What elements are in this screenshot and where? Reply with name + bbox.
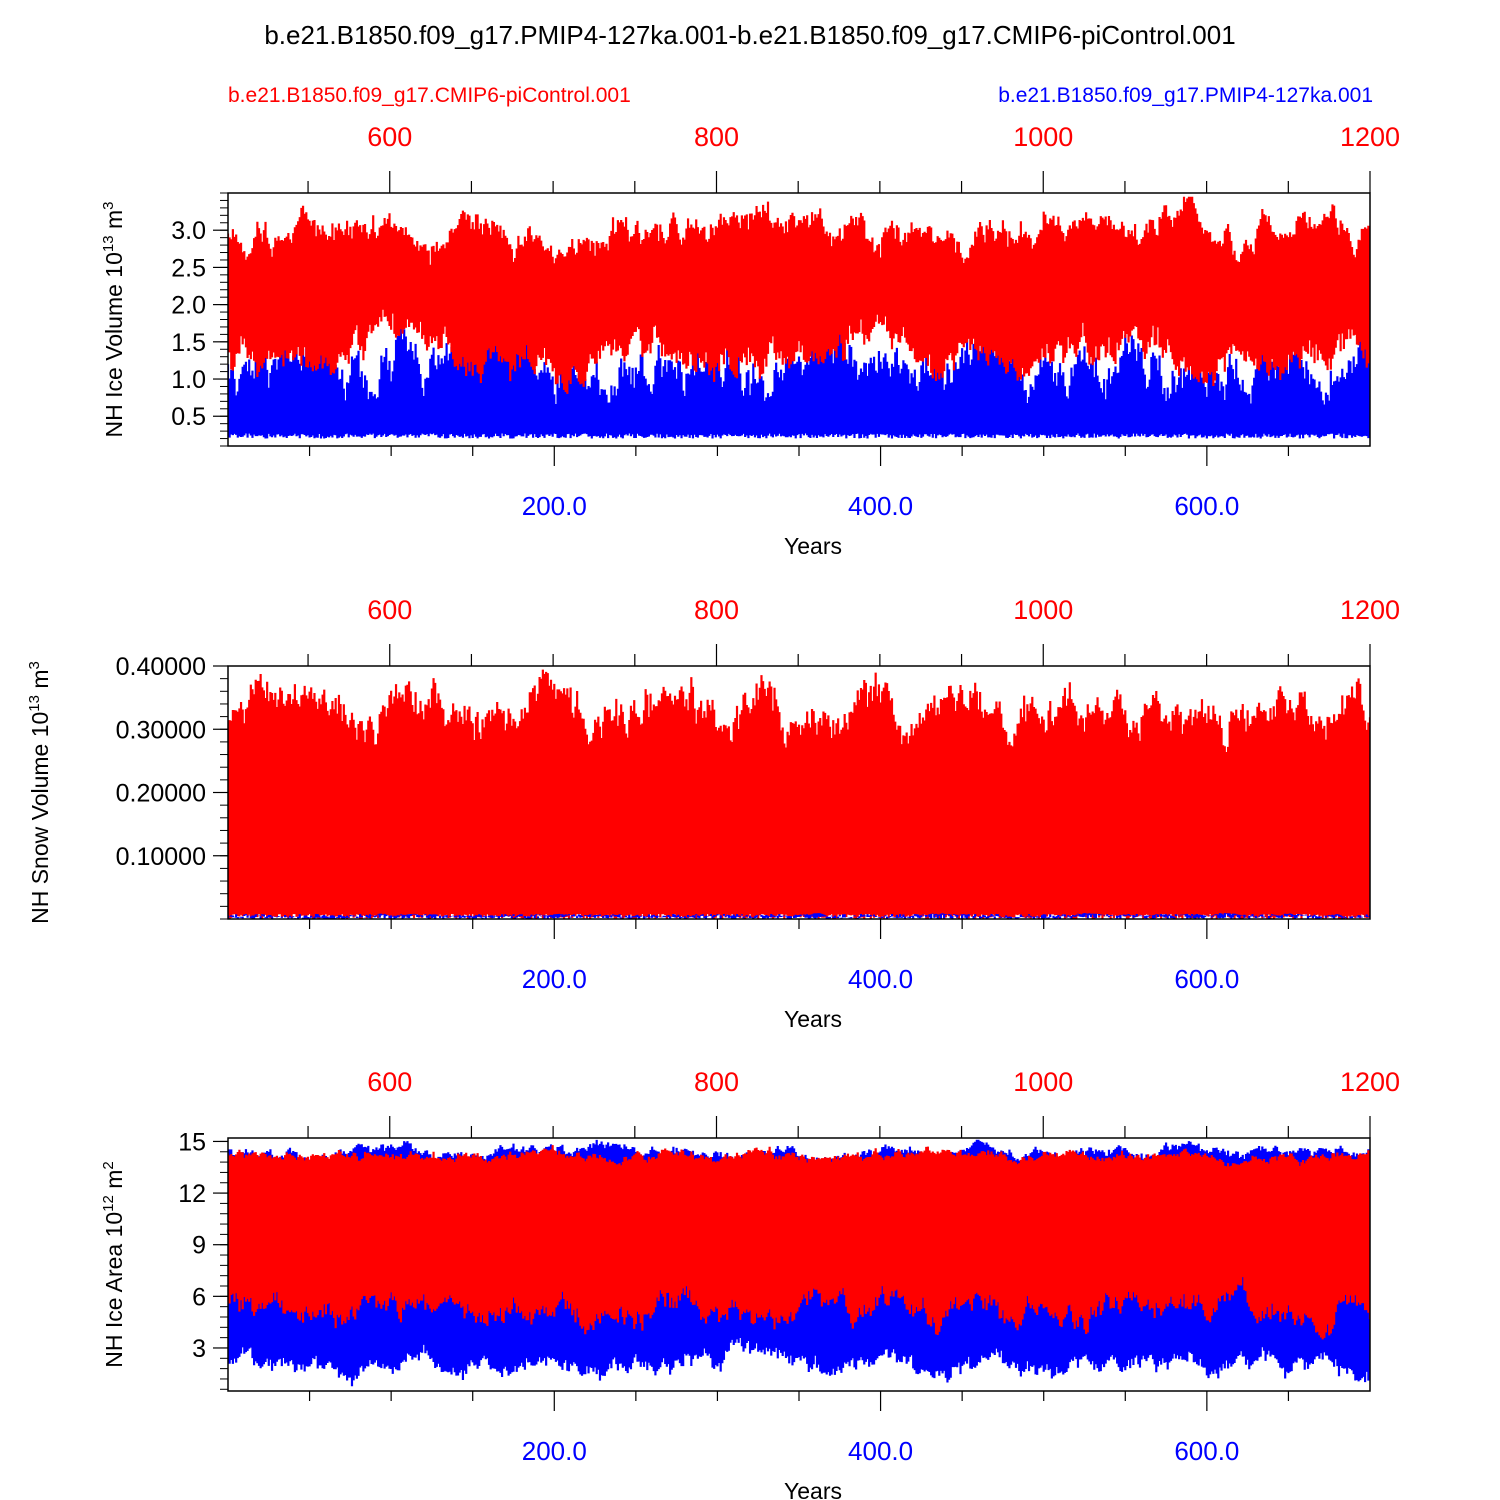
x-bottom-tick-label: 400.0	[848, 491, 913, 521]
y-tick-label: 9	[192, 1232, 206, 1260]
y-tick-label: 2.0	[171, 292, 206, 320]
x-bottom-tick-label: 600.0	[1174, 491, 1239, 521]
x-top-tick-label: 1200	[1340, 1067, 1400, 1097]
chart-panel-3: 3 6 9 12 15 200.0 400.0 600.0 Years 600 800 1000 120…	[100, 1067, 1400, 1500]
y-tick-label: 1.0	[171, 366, 206, 394]
chart-panel-2: 0.10000 0.20000 0.30000 0.40000 200.0 400.0 60…	[26, 595, 1400, 1032]
x-bottom-tick-label: 600.0	[1174, 964, 1239, 994]
series-red	[228, 196, 1370, 394]
y-tick-label: 6	[192, 1283, 206, 1311]
y-tick-label: 0.30000	[116, 716, 206, 744]
x-bottom-tick-label: 400.0	[848, 1436, 913, 1466]
y-tick-label: 2.5	[171, 254, 206, 282]
x-top-tick-label: 600	[367, 1067, 412, 1097]
y-tick-label: 0.5	[171, 403, 206, 431]
y-axis-label: NH Ice Volume 1013 m3	[100, 202, 127, 438]
x-top-tick-label: 800	[694, 1067, 739, 1097]
plot-area	[228, 196, 1370, 439]
y-tick-label: 0.40000	[116, 653, 206, 681]
y-tick-label: 0.20000	[116, 780, 206, 808]
x-bottom-tick-label: 200.0	[522, 964, 587, 994]
x-top-tick-label: 1000	[1013, 122, 1073, 152]
y-axis-label: NH Ice Area 1012 m2	[100, 1161, 127, 1368]
series-blue	[228, 308, 1370, 439]
x-top-tick-label: 800	[694, 122, 739, 152]
chart-panel-1: 0.5 1.0 1.5 2.0 2.5 3.0 200.0 400.0 600.0 Years 60…	[100, 122, 1400, 559]
plot-area	[228, 669, 1370, 919]
x-axis-label: Years	[784, 1006, 842, 1032]
x-bottom-tick-label: 200.0	[522, 491, 587, 521]
x-axis-label: Years	[784, 1478, 842, 1500]
chart-title: b.e21.B1850.f09_g17.PMIP4-127ka.001-b.e2…	[264, 20, 1235, 50]
plot-area	[228, 1139, 1370, 1387]
y-tick-label: 15	[178, 1128, 206, 1156]
y-tick-label: 12	[178, 1180, 206, 1208]
series-blue	[228, 912, 1370, 919]
y-tick-label: 1.5	[171, 329, 206, 357]
x-top-tick-label: 1000	[1013, 1067, 1073, 1097]
x-top-tick-label: 1200	[1340, 595, 1400, 625]
x-top-tick-label: 1200	[1340, 122, 1400, 152]
series-red	[228, 1145, 1370, 1340]
x-top-tick-label: 600	[367, 122, 412, 152]
x-top-tick-label: 600	[367, 595, 412, 625]
legend-red-label: b.e21.B1850.f09_g17.CMIP6-piControl.001	[228, 84, 631, 107]
y-tick-label: 3	[192, 1335, 206, 1363]
y-axis-label: NH Snow Volume 1013 m3	[26, 661, 53, 924]
x-bottom-tick-label: 200.0	[522, 1436, 587, 1466]
y-tick-label: 3.0	[171, 217, 206, 245]
legend-blue-label: b.e21.B1850.f09_g17.PMIP4-127ka.001	[998, 84, 1373, 107]
series-red	[228, 669, 1370, 919]
x-top-tick-label: 1000	[1013, 595, 1073, 625]
x-axis-label: Years	[784, 533, 842, 559]
x-top-tick-label: 800	[694, 595, 739, 625]
x-bottom-tick-label: 400.0	[848, 964, 913, 994]
y-tick-label: 0.10000	[116, 843, 206, 871]
x-bottom-tick-label: 600.0	[1174, 1436, 1239, 1466]
